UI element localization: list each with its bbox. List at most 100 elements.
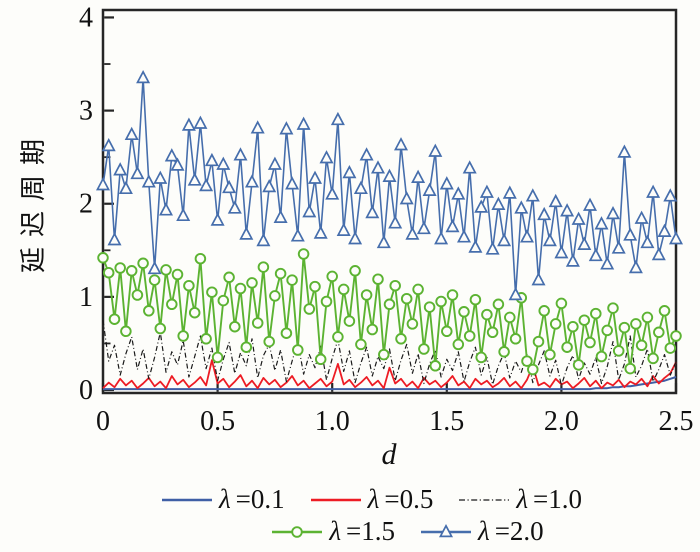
- marker-triangle: [164, 148, 179, 162]
- marker-circle: [664, 342, 677, 354]
- marker-triangle: [216, 156, 231, 170]
- marker-triangle: [302, 204, 317, 218]
- marker-triangle: [565, 253, 580, 267]
- marker-triangle: [531, 272, 546, 286]
- marker-triangle: [514, 200, 529, 214]
- marker-triangle: [646, 184, 661, 198]
- marker-triangle: [502, 185, 517, 199]
- marker-circle: [418, 343, 430, 355]
- legend-item-λ=1.5: λ =1.5: [270, 516, 395, 547]
- marker-triangle: [353, 180, 368, 195]
- marker-circle: [211, 351, 224, 364]
- marker-triangle: [325, 186, 340, 200]
- marker-circle: [303, 303, 316, 315]
- marker-circle: [446, 289, 459, 301]
- marker-circle: [492, 298, 505, 311]
- marker-circle: [435, 295, 447, 308]
- marker-circle: [154, 322, 167, 335]
- series-line-λ=2.0: [102, 77, 677, 296]
- marker-triangle: [153, 170, 168, 184]
- marker-triangle: [422, 182, 437, 196]
- marker-circle: [670, 330, 682, 342]
- marker-circle: [292, 344, 304, 356]
- marker-circle: [372, 273, 384, 285]
- marker-triangle: [474, 199, 489, 213]
- marker-circle: [257, 261, 270, 273]
- marker-circle: [400, 292, 413, 305]
- marker-triangle: [136, 69, 151, 84]
- marker-circle: [521, 355, 533, 367]
- marker-triangle: [451, 186, 466, 200]
- marker-circle: [200, 333, 212, 345]
- marker-triangle: [405, 226, 420, 240]
- marker-circle: [647, 352, 659, 365]
- marker-triangle: [359, 147, 374, 161]
- marker-triangle: [141, 174, 156, 188]
- marker-circle: [160, 264, 172, 276]
- marker-circle: [332, 331, 344, 343]
- marker-triangle: [176, 207, 191, 222]
- legend-item-λ=0.5: λ =0.5: [309, 484, 433, 515]
- marker-triangle: [256, 232, 271, 247]
- legend-label-symbol: λ: [329, 516, 342, 546]
- x-tick-label: 2.5: [659, 406, 694, 437]
- marker-circle: [612, 345, 625, 357]
- marker-triangle: [428, 143, 443, 157]
- marker-triangle: [668, 231, 684, 245]
- marker-triangle: [640, 234, 655, 249]
- marker-circle: [389, 279, 401, 292]
- marker-circle: [217, 294, 230, 307]
- marker-circle: [206, 286, 218, 298]
- marker-circle: [509, 333, 522, 345]
- marker-circle: [297, 248, 310, 260]
- legend-swatch: [310, 498, 361, 501]
- marker-triangle: [663, 188, 678, 202]
- marker-triangle: [296, 116, 311, 130]
- legend-label-symbol: λ: [478, 516, 490, 546]
- legend-label-symbol: λ: [516, 484, 529, 514]
- x-tick-label: 2.0: [544, 406, 579, 437]
- marker-triangle: [227, 200, 242, 214]
- marker-triangle: [623, 227, 638, 241]
- marker-triangle: [479, 184, 494, 198]
- marker-circle: [635, 339, 648, 352]
- legend-swatch: [421, 523, 471, 537]
- marker-triangle: [199, 177, 214, 192]
- legend-item-λ=0.1: λ =0.1: [160, 484, 285, 515]
- marker-circle: [618, 321, 631, 334]
- legend-item-λ=1.0: λ =1.0: [457, 484, 582, 515]
- marker-triangle: [348, 231, 363, 245]
- marker-circle: [527, 363, 539, 376]
- marker-circle: [183, 279, 195, 292]
- marker-circle: [572, 359, 585, 371]
- marker-circle: [481, 308, 493, 321]
- legend-label-value: =1.5: [346, 516, 395, 546]
- marker-triangle: [537, 206, 552, 221]
- marker-circle: [280, 327, 293, 339]
- marker-circle: [269, 290, 281, 302]
- marker-triangle: [600, 256, 615, 270]
- marker-triangle: [560, 203, 575, 217]
- marker-circle: [561, 341, 573, 353]
- y-tick-label: 4: [79, 2, 93, 33]
- marker-triangle: [588, 247, 603, 262]
- marker-triangle: [330, 111, 345, 126]
- marker-circle: [234, 282, 247, 295]
- marker-triangle: [605, 205, 621, 220]
- legend-label-value: =1.0: [533, 484, 583, 514]
- marker-circle: [463, 330, 476, 342]
- marker-triangle: [273, 209, 288, 223]
- marker-triangle: [439, 176, 454, 190]
- marker-circle: [274, 267, 287, 280]
- legend-swatch: [459, 498, 510, 501]
- marker-triangle: [628, 259, 643, 274]
- x-tick-label: 0.5: [200, 406, 235, 437]
- marker-triangle: [118, 180, 133, 195]
- y-tick-label: 1: [79, 282, 93, 313]
- marker-circle: [337, 283, 350, 296]
- marker-circle: [595, 350, 608, 363]
- marker-triangle: [95, 177, 111, 191]
- legend-row: λ =0.1 λ =0.5 λ =1.0: [160, 484, 582, 515]
- marker-circle: [544, 348, 556, 361]
